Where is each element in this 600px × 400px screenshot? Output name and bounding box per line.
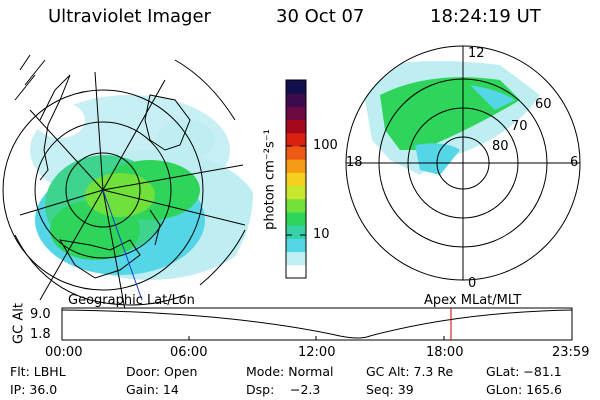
gc-alt-readout: GC Alt: 7.3 Re	[366, 364, 454, 379]
colorbar-band	[286, 119, 306, 134]
colorbar-band	[286, 185, 306, 200]
colorbar-band	[286, 172, 306, 187]
colorbar-band	[286, 212, 306, 226]
colorbar-band	[286, 146, 306, 160]
mlat-label-60: 60	[535, 97, 552, 112]
timeline-ylabel: GC Alt	[11, 303, 27, 344]
timeline-xtick-3: 18:00	[426, 345, 464, 360]
colorbar-band	[286, 238, 306, 253]
mlat-label-80: 80	[492, 139, 509, 154]
colorbar-tick-10: 10	[313, 227, 330, 242]
mlt-label-6: 6	[570, 155, 579, 170]
colorbar-band	[286, 225, 306, 239]
geographic-panel	[2, 54, 253, 311]
seq-readout: Seq: 39	[366, 382, 414, 397]
colorbar-band	[286, 264, 306, 279]
instrument-title: Ultraviolet Imager	[48, 6, 211, 27]
timeline-xtick-0: 00:00	[45, 345, 83, 360]
geographic-caption: Geographic Lat/Lon	[68, 293, 195, 308]
timeline-xtick-2: 12:00	[298, 345, 336, 360]
mode-readout: Mode: Normal	[246, 364, 334, 379]
dsp-value: −2.3	[290, 382, 321, 397]
date-label: 30 Oct 07	[276, 6, 365, 27]
magnetic-panel	[345, 45, 581, 281]
colorbar-band	[286, 198, 306, 213]
colorbar	[285, 79, 307, 279]
colorbar-unit-label: photon cm⁻²s⁻¹	[262, 129, 278, 230]
mlt-label-12: 12	[468, 46, 485, 61]
time-label: 18:24:19 UT	[430, 6, 541, 27]
mlt-label-18: 18	[346, 155, 363, 170]
colorbar-band	[286, 93, 306, 107]
ip-readout: IP: 36.0	[10, 382, 58, 397]
filter-readout: Flt: LBHL	[10, 364, 66, 379]
glat-readout: GLat: −81.1	[486, 364, 562, 379]
colorbar-band	[286, 80, 306, 94]
colorbar-band	[286, 106, 306, 121]
timeline-xtick-4: 23:59	[552, 345, 590, 360]
timeline-xtick-1: 06:00	[170, 345, 208, 360]
gain-readout: Gain: 14	[126, 382, 179, 397]
colorbar-tick-100: 100	[313, 138, 338, 153]
colorbar-band	[286, 159, 306, 173]
timeline-ytick-top: 9.0	[30, 307, 51, 322]
mlt-label-0: 0	[468, 276, 477, 291]
glon-readout: GLon: 165.6	[486, 382, 562, 397]
altitude-timeline	[61, 307, 573, 341]
magnetic-caption: Apex MLat/MLT	[424, 293, 522, 308]
colorbar-band	[286, 132, 306, 147]
colorbar-band	[286, 251, 306, 266]
dsp-label: Dsp:	[246, 382, 275, 397]
door-readout: Door: Open	[126, 364, 198, 379]
mlat-label-70: 70	[511, 119, 528, 134]
timeline-ytick-bottom: 1.8	[30, 327, 51, 342]
